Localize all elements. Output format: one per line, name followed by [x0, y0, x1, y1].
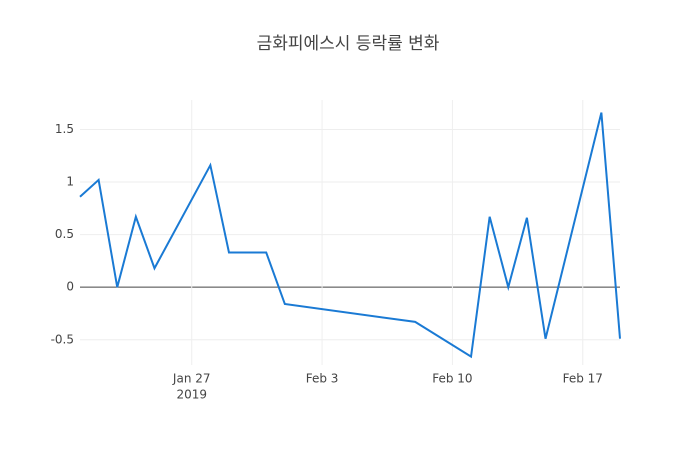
- y-tick-label: -0.5: [51, 332, 74, 346]
- x-tick-label: Feb 3: [306, 372, 339, 386]
- x-tick-label: Jan 27: [172, 372, 211, 386]
- y-tick-label: 0.5: [55, 227, 74, 241]
- y-tick-label: 1: [66, 175, 74, 189]
- line: [79, 112, 621, 359]
- x-year-label: 2019: [176, 388, 207, 402]
- x-tick-label: Feb 10: [432, 372, 472, 386]
- y-tick-label: 1.5: [55, 122, 74, 136]
- y-tick-label: 0: [66, 280, 74, 294]
- x-tick-label: Feb 17: [563, 372, 603, 386]
- chart-title: 금화피에스시 등락률 변화: [257, 34, 440, 54]
